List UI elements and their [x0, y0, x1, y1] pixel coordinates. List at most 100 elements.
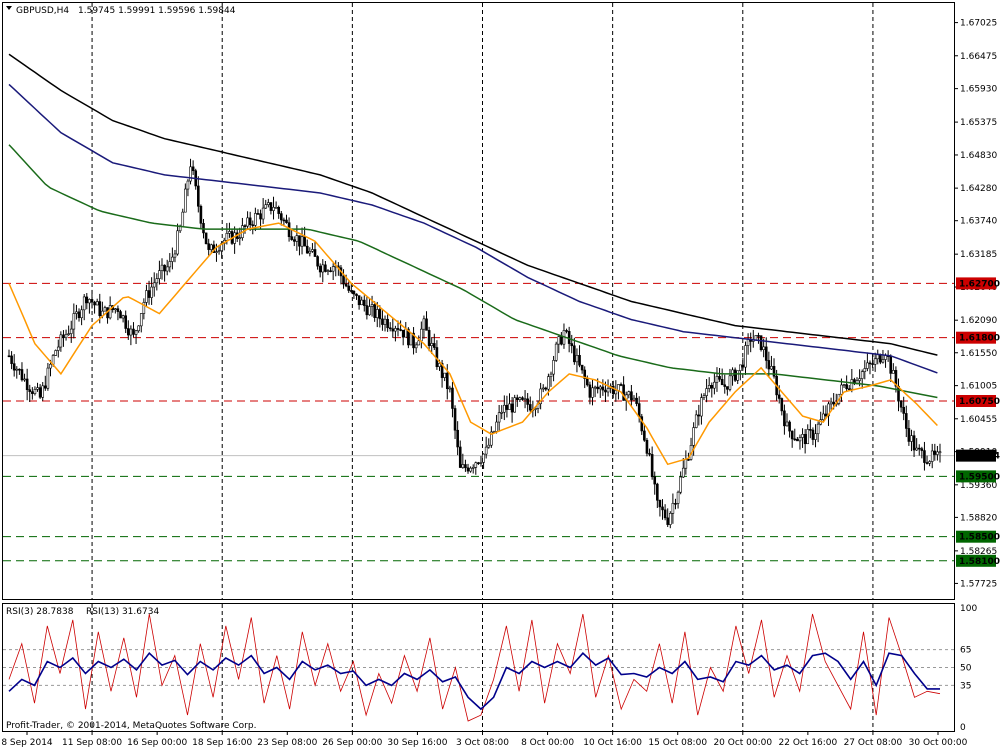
candle-body: [801, 434, 804, 438]
candle-body: [445, 372, 449, 390]
candle-body: [412, 332, 415, 349]
ma-navy-line: [8, 83, 938, 374]
x-tick-label: 8 Oct 00:00: [521, 738, 574, 748]
candle-body: [438, 363, 441, 367]
candle-body: [622, 384, 625, 401]
candle-body: [67, 333, 70, 335]
y-tick-label: 1.65930: [960, 85, 997, 95]
x-tick-label: 22 Oct 16:00: [779, 738, 838, 748]
candle-body: [666, 517, 670, 525]
candle-body: [871, 363, 874, 365]
x-tick-label: 3 Oct 08:00: [456, 738, 509, 748]
candle-body: [764, 346, 768, 361]
candle-body: [541, 387, 545, 390]
candle-body: [611, 385, 615, 395]
candle-body: [207, 243, 210, 250]
candle-body: [917, 447, 921, 450]
candle-body: [814, 433, 817, 440]
candle-body: [80, 309, 83, 319]
candle-body: [300, 236, 304, 247]
candle-body: [866, 362, 869, 369]
y-tick-label: 1.63740: [960, 217, 997, 227]
candle-body: [352, 290, 356, 295]
candle-body: [904, 413, 908, 429]
candle-body: [375, 309, 379, 318]
candle-body: [630, 391, 633, 401]
candle-body: [427, 330, 431, 346]
candle-body: [272, 207, 275, 211]
candle-body: [845, 384, 848, 390]
candle-body: [373, 304, 376, 318]
candle-body: [199, 205, 203, 224]
candle-body: [471, 467, 475, 469]
candle-body: [863, 368, 867, 372]
y-tick-label: 1.57725: [960, 579, 997, 589]
candle-body: [248, 217, 252, 226]
candle-body: [295, 235, 299, 242]
chevron-down-icon[interactable]: [6, 6, 12, 10]
candle-body: [114, 308, 117, 311]
candle-body: [324, 264, 327, 272]
candle-body: [318, 265, 322, 273]
candle-body: [653, 476, 657, 485]
candle-body: [728, 375, 732, 390]
candle-body: [770, 366, 773, 370]
candle-body: [578, 355, 581, 366]
candle-body: [189, 166, 192, 182]
time-axis: 8 Sep 2014 11 Sep 08:00 16 Sep 00:00 18 Sep…: [1, 731, 968, 748]
candle-body: [391, 328, 395, 332]
candle-body: [246, 217, 249, 227]
candle-body: [477, 462, 480, 465]
candle-body: [557, 336, 561, 345]
candle-body: [694, 414, 698, 428]
candle-body: [816, 423, 820, 435]
candle-body: [98, 301, 102, 317]
candle-body: [731, 369, 734, 377]
candle-body: [598, 386, 602, 390]
candle-body: [713, 381, 716, 389]
candle-body: [126, 328, 130, 336]
candle-body: [274, 207, 278, 209]
candle-body: [215, 251, 218, 253]
candle-body: [409, 332, 413, 346]
candle-body: [632, 397, 636, 401]
candle-body: [75, 311, 78, 314]
candle-body: [95, 301, 99, 306]
candle-body: [204, 232, 208, 245]
candle-body: [580, 364, 584, 371]
candle-body: [150, 286, 153, 298]
candle-body: [565, 330, 568, 332]
candle-body: [355, 293, 358, 296]
candle-body: [503, 404, 506, 413]
candle-body: [674, 503, 677, 505]
candle-body: [907, 428, 911, 442]
y-tick-label: 1.58265: [960, 547, 997, 557]
candle-body: [850, 379, 854, 390]
candle-body: [388, 327, 392, 330]
candle-body: [510, 403, 514, 413]
candle-body: [785, 421, 789, 427]
candle-body: [715, 376, 719, 383]
candle-body: [168, 261, 172, 268]
candle-body: [269, 202, 273, 211]
candle-body: [490, 431, 493, 446]
candle-body: [15, 368, 19, 371]
symbol-timeframe: GBPUSD,H4: [16, 6, 69, 16]
candle-body: [90, 299, 94, 303]
price-tag-label: 1.62700: [959, 279, 1000, 289]
candle-body: [25, 378, 29, 390]
candle-body: [783, 410, 786, 427]
candle-body: [482, 453, 485, 463]
candle-body: [915, 447, 918, 451]
candle-body: [342, 275, 345, 285]
candle-body: [264, 204, 268, 209]
candle-body: [736, 370, 740, 381]
x-tick-label: 18 Sep 16:00: [192, 738, 252, 748]
candle-body: [733, 369, 737, 381]
candle-body: [554, 343, 558, 361]
candle-body: [64, 334, 68, 339]
candle-body: [474, 462, 478, 468]
candle-body: [518, 397, 522, 401]
candle-body: [842, 384, 846, 386]
candle-body: [88, 299, 91, 304]
